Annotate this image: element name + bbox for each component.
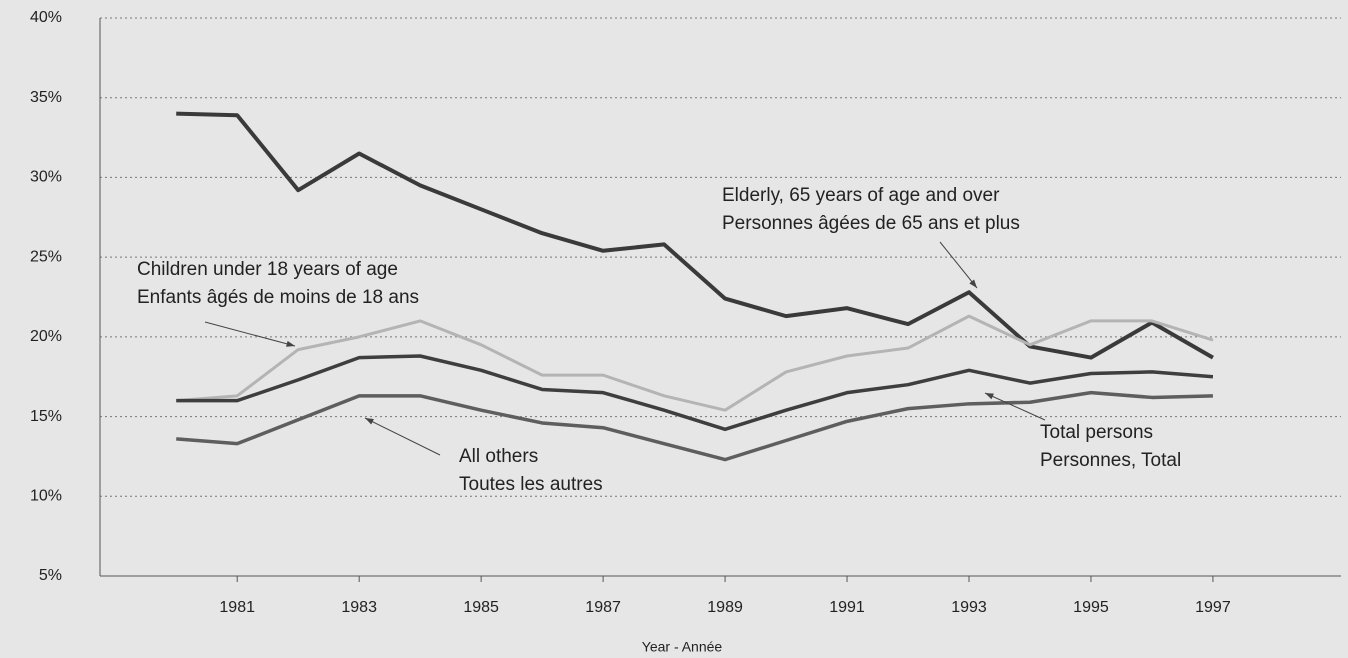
x-tick-label: 1995 <box>1073 599 1109 616</box>
label-arrow <box>204 321 296 347</box>
series-label: Personnes, Total <box>1040 450 1181 471</box>
y-tick-label: 15% <box>30 408 62 425</box>
y-tick-label: 5% <box>39 567 62 584</box>
label-arrow <box>364 417 441 456</box>
arrow-head <box>969 279 977 288</box>
label-arrow <box>939 241 978 289</box>
series-label: All others <box>459 446 538 467</box>
x-tick-label: 1981 <box>219 599 255 616</box>
y-tick-label: 25% <box>30 248 62 265</box>
x-tick-label: 1993 <box>951 599 987 616</box>
x-axis-label: Year - Année <box>642 639 723 655</box>
x-tick-label: 1991 <box>829 599 865 616</box>
label-arrow <box>984 392 1046 421</box>
series-label: Elderly, 65 years of age and over <box>722 185 1000 206</box>
x-tick-label: 1989 <box>707 599 743 616</box>
x-tick-label: 1985 <box>463 599 499 616</box>
x-tick-label: 1997 <box>1195 599 1231 616</box>
series-line <box>176 390 1213 462</box>
series-label: Children under 18 years of age <box>137 259 398 280</box>
series-line <box>176 314 1214 412</box>
x-tick-label: 1987 <box>585 599 621 616</box>
series-line <box>176 111 1214 360</box>
y-tick-label: 10% <box>30 488 62 505</box>
arrow-head <box>286 340 295 347</box>
series-label: Enfants âgés de moins de 18 ans <box>137 287 419 308</box>
arrow-head <box>365 418 374 425</box>
series-label: Personnes âgées de 65 ans et plus <box>722 213 1020 234</box>
series-label: Toutes les autres <box>459 474 603 495</box>
series-line <box>176 354 1214 432</box>
y-tick-label: 35% <box>30 89 62 106</box>
y-tick-label: 40% <box>30 9 62 26</box>
y-tick-label: 20% <box>30 328 62 345</box>
arrow-head <box>985 393 994 400</box>
series-label: Total persons <box>1040 422 1153 443</box>
y-tick-label: 30% <box>30 169 62 186</box>
x-tick-label: 1983 <box>341 599 377 616</box>
